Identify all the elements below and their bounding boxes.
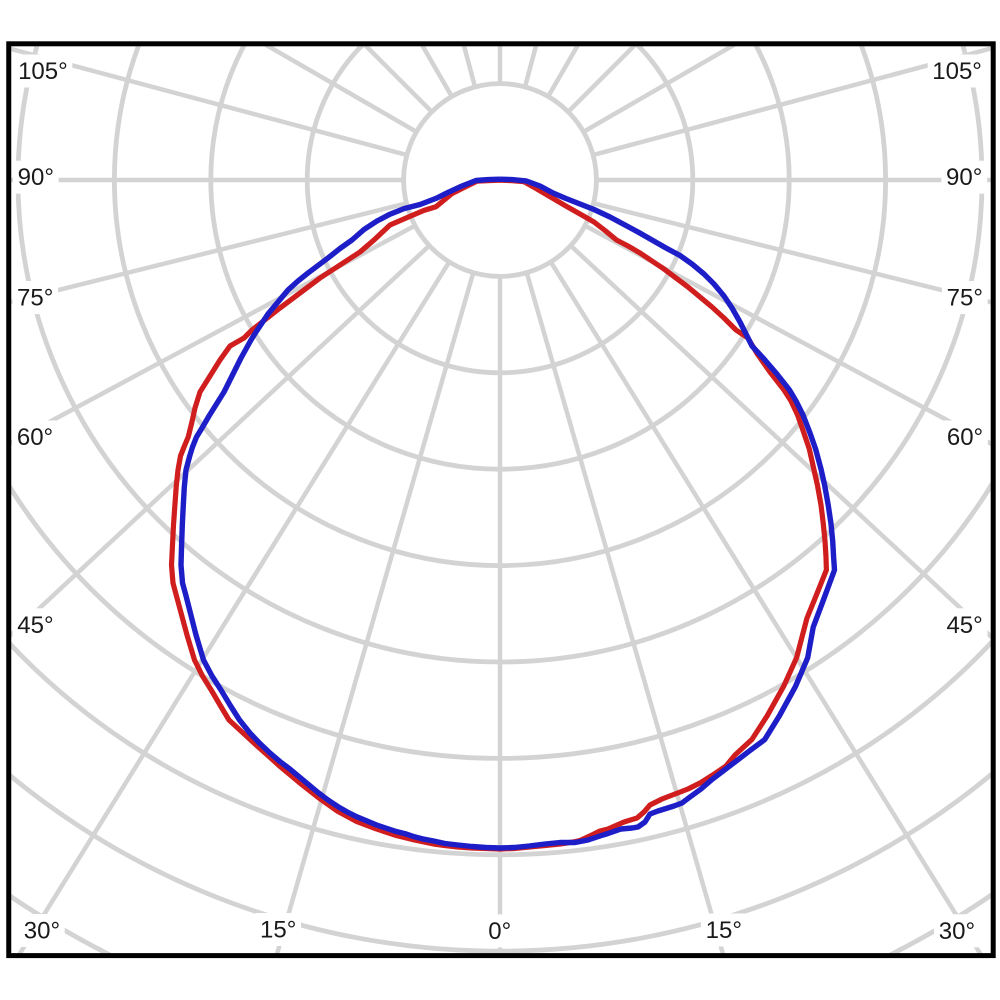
svg-text:75°: 75° [17,285,53,312]
svg-text:45°: 45° [17,612,53,639]
svg-text:30°: 30° [939,918,975,945]
svg-text:60°: 60° [947,424,983,451]
svg-text:30°: 30° [24,918,60,945]
svg-text:15°: 15° [706,917,742,944]
svg-text:90°: 90° [18,164,54,191]
svg-text:105°: 105° [932,58,982,85]
svg-text:105°: 105° [18,58,68,85]
svg-text:90°: 90° [946,164,982,191]
svg-text:75°: 75° [947,285,983,312]
svg-text:15°: 15° [260,917,296,944]
svg-text:45°: 45° [946,612,982,639]
svg-text:60°: 60° [17,424,53,451]
svg-text:0°: 0° [488,918,511,945]
